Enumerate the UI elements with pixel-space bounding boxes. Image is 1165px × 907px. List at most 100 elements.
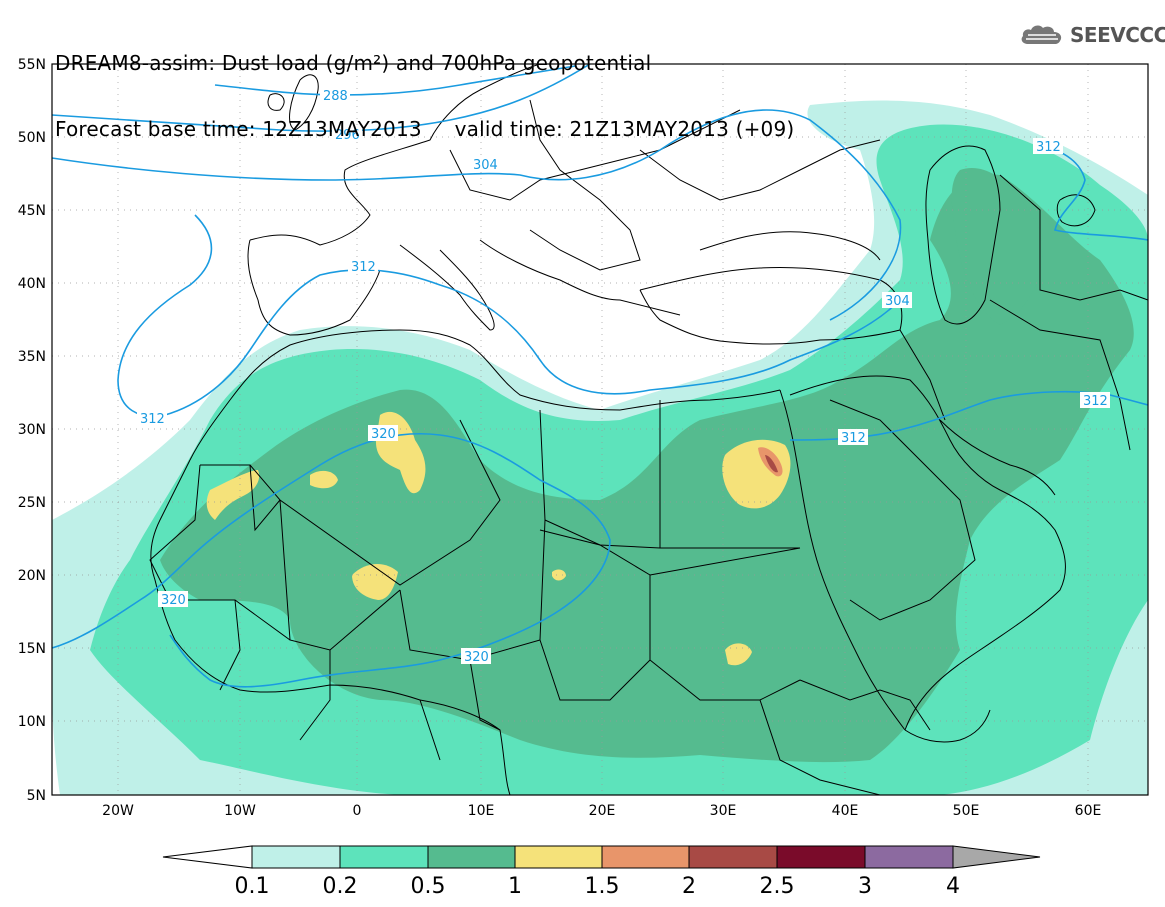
coastline-britain [267, 74, 319, 131]
colorbar-label: 0.5 [411, 874, 446, 899]
colorbar-label: 0.1 [235, 874, 270, 899]
contour-label: 320 [161, 593, 186, 608]
coastline-black-sea [699, 231, 881, 261]
dust-level-1-area-mauritania [206, 470, 260, 520]
colorbar-low-arrow [162, 845, 253, 869]
contour-labels: 288 296 304 304 312 312 312 312 312 320 … [137, 87, 1110, 665]
contour-label: 312 [140, 412, 165, 427]
title-line-1: DREAM8-assim: Dust load (g/m²) and 700hP… [55, 51, 652, 75]
contour-label: 304 [473, 158, 498, 173]
lon-label: 60E [1075, 803, 1102, 819]
border-europe-1 [449, 109, 741, 201]
border-mali [279, 499, 401, 651]
lon-label: 10W [224, 803, 256, 819]
latitude-labels: 55N 50N 45N 40N 35N 30N 25N 20N 15N 10N … [18, 57, 46, 804]
border-europe-3 [639, 139, 881, 201]
colorbar-label: 1.5 [585, 874, 620, 899]
lon-label: 20W [102, 803, 134, 819]
contour-label: 312 [841, 431, 866, 446]
lat-label: 35N [18, 349, 46, 365]
border-libya [539, 409, 661, 549]
lon-label: 30E [710, 803, 737, 819]
contour-label: 312 [351, 260, 376, 275]
border-iran-iraq [899, 299, 1131, 451]
contour-label: 320 [371, 427, 396, 442]
contour-label: 312 [1083, 394, 1108, 409]
dust-level-1-area-niger [352, 564, 398, 600]
seevccc-logo: SEEVCCC [1018, 22, 1165, 48]
coastline-aral [1056, 194, 1096, 227]
colorbar-label: 2 [682, 874, 696, 899]
contour-304 [52, 109, 902, 321]
lat-label: 5N [27, 788, 46, 804]
lat-label: 55N [18, 57, 46, 73]
coastline-turkey [639, 267, 903, 345]
lat-label: 40N [18, 276, 46, 292]
contour-label: 296 [335, 128, 360, 143]
dust-level-1-area-chad [552, 569, 566, 581]
lat-label: 25N [18, 495, 46, 511]
logo-text: SEEVCCC [1070, 23, 1165, 47]
contour-312-east [1039, 144, 1148, 241]
lon-label: 50E [953, 803, 980, 819]
lat-label: 15N [18, 641, 46, 657]
border-europe-2 [529, 99, 641, 271]
colorbar-label: 0.2 [323, 874, 358, 899]
coastline-iberia [247, 239, 381, 336]
dust-level-2-area [765, 455, 778, 473]
plot-frame [51, 63, 1149, 796]
colorbar-swatch [427, 845, 516, 869]
lon-label: 40E [832, 803, 859, 819]
longitude-labels: 20W 10W 0 10E 20E 30E 40E 50E 60E [102, 803, 1101, 819]
contour-label: 304 [885, 294, 910, 309]
contour-320 [52, 432, 611, 688]
colorbar [162, 845, 1041, 869]
colorbar-high-arrow [952, 845, 1041, 869]
contour-label: 312 [1036, 140, 1061, 155]
colorbar-label: 4 [946, 874, 960, 899]
lat-label: 10N [18, 714, 46, 730]
colorbar-labels: 0.1 0.2 0.5 1 1.5 2 2.5 3 4 [235, 874, 961, 899]
map-title: DREAM8-assim: Dust load (g/m²) and 700hP… [55, 8, 794, 162]
border-saudi [829, 399, 976, 621]
colorbar-swatch [776, 845, 866, 869]
dust-level-0.5-area [160, 174, 1134, 763]
dust-shading [52, 100, 1148, 795]
lat-label: 45N [18, 203, 46, 219]
lon-label: 0 [353, 803, 362, 819]
dust-level-1-area-sudan [725, 643, 752, 666]
border-mauritania [149, 464, 291, 641]
coastline-caspian [925, 145, 1001, 325]
border-central-asia [999, 174, 1148, 301]
coastline-arabia [789, 375, 1066, 731]
colorbar-swatch [514, 845, 603, 869]
border-west-africa-2 [219, 599, 501, 761]
coastline-persian-gulf [939, 419, 1056, 496]
border-sudan [649, 547, 801, 701]
colorbar-label: 3 [858, 874, 872, 899]
dust-level-1-area-algeria-small [310, 470, 338, 489]
colorbar-swatch [688, 845, 778, 869]
coastline-north-africa [189, 329, 781, 461]
cloud-icon [1021, 25, 1062, 44]
border-ethiopia [759, 679, 931, 795]
lat-label: 50N [18, 130, 46, 146]
colorbar-swatch [864, 845, 954, 869]
coastline-horn [904, 709, 991, 743]
lon-label: 20E [589, 803, 616, 819]
lon-label: 10E [468, 803, 495, 819]
coastline-italy-balkans [399, 239, 681, 331]
contour-288 [214, 65, 576, 96]
colorbar-swatch [251, 845, 341, 869]
title-line-2: Forecast base time: 12Z13MAY2013 valid t… [55, 117, 795, 141]
colorbar-swatch [339, 845, 429, 869]
colorbar-label: 1 [508, 874, 522, 899]
coastline-red-sea [779, 389, 906, 731]
colorbar-label: 2.5 [760, 874, 795, 899]
dust-level-0.5-area-caspian [951, 168, 1043, 325]
lat-label: 30N [18, 422, 46, 438]
coastline-europe [249, 64, 541, 246]
contour-label: 288 [323, 89, 348, 104]
colorbar-swatch [601, 845, 690, 869]
